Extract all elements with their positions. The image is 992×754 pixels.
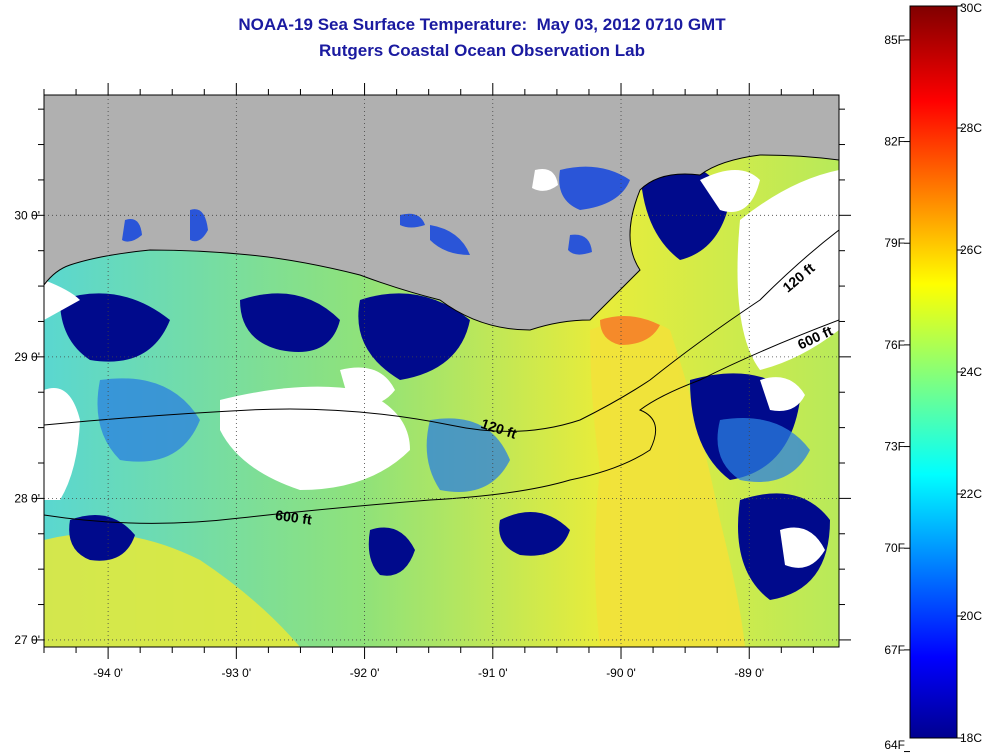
- celsius-tick-label: 24C: [960, 365, 982, 379]
- nodata-inland: [532, 169, 558, 191]
- lon-tick-label: -90 0': [606, 666, 636, 680]
- axis-ticks: [32, 83, 851, 659]
- fahrenheit-tick-label: 85F: [884, 33, 905, 47]
- title-block: NOAA-19 Sea Surface Temperature: May 03,…: [44, 12, 920, 64]
- celsius-tick-label: 18C: [960, 731, 982, 745]
- map-subtitle: Rutgers Coastal Ocean Observation Lab: [319, 41, 645, 60]
- map-title: NOAA-19 Sea Surface Temperature: May 03,…: [238, 15, 726, 34]
- contour-label: 600 ft: [274, 507, 313, 528]
- colorbar: [909, 5, 958, 739]
- lat-tick-label: 30 0': [14, 208, 40, 222]
- celsius-tick-label: 28C: [960, 121, 982, 135]
- fahrenheit-tick-label: 79F: [884, 236, 905, 250]
- celsius-tick-label: 20C: [960, 609, 982, 623]
- axis-tick-labels: -94 0' -93 0' -92 0' -91 0' -90 0' -89 0' 30 0…: [14, 208, 764, 680]
- cloud-mask: [44, 170, 839, 568]
- colorbar-celsius-ticks: 30C 28C 26C 24C 22C 20C 18C: [957, 1, 982, 745]
- warm-core: [600, 316, 660, 345]
- contour-120ft: [44, 229, 839, 432]
- lon-tick-label: -93 0': [222, 666, 252, 680]
- lon-tick-label: -92 0': [350, 666, 380, 680]
- contour-600ft: [44, 319, 839, 524]
- inland-water: [122, 166, 630, 255]
- celsius-tick-label: 22C: [960, 487, 982, 501]
- cool-patches: [97, 378, 810, 492]
- graticule: [44, 95, 839, 647]
- map-area: [44, 95, 839, 647]
- fahrenheit-tick-label: 73F: [884, 440, 905, 454]
- warm-plume: [590, 320, 745, 647]
- colorbar-fahrenheit-ticks: 85F 82F 79F 76F 73F 70F 67F 64F: [884, 33, 910, 753]
- map-frame: [43, 94, 840, 648]
- lon-tick-label: -91 0': [478, 666, 508, 680]
- fahrenheit-tick-label: 76F: [884, 338, 905, 352]
- coastline: [44, 154, 839, 331]
- fahrenheit-tick-label: 67F: [884, 643, 905, 657]
- celsius-tick-label: 30C: [960, 1, 982, 15]
- fahrenheit-tick-label: 64F: [884, 738, 905, 752]
- lat-tick-label: 28 0': [14, 491, 40, 505]
- lat-tick-label: 27 0': [14, 633, 40, 647]
- lat-tick-label: 29 0': [14, 350, 40, 364]
- fahrenheit-tick-label: 82F: [884, 135, 905, 149]
- lon-tick-label: -94 0': [93, 666, 123, 680]
- warm-zone-west: [44, 533, 300, 647]
- celsius-tick-label: 26C: [960, 243, 982, 257]
- land-mass: [44, 95, 839, 330]
- lon-tick-label: -89 0': [734, 666, 764, 680]
- fahrenheit-tick-label: 70F: [884, 541, 905, 555]
